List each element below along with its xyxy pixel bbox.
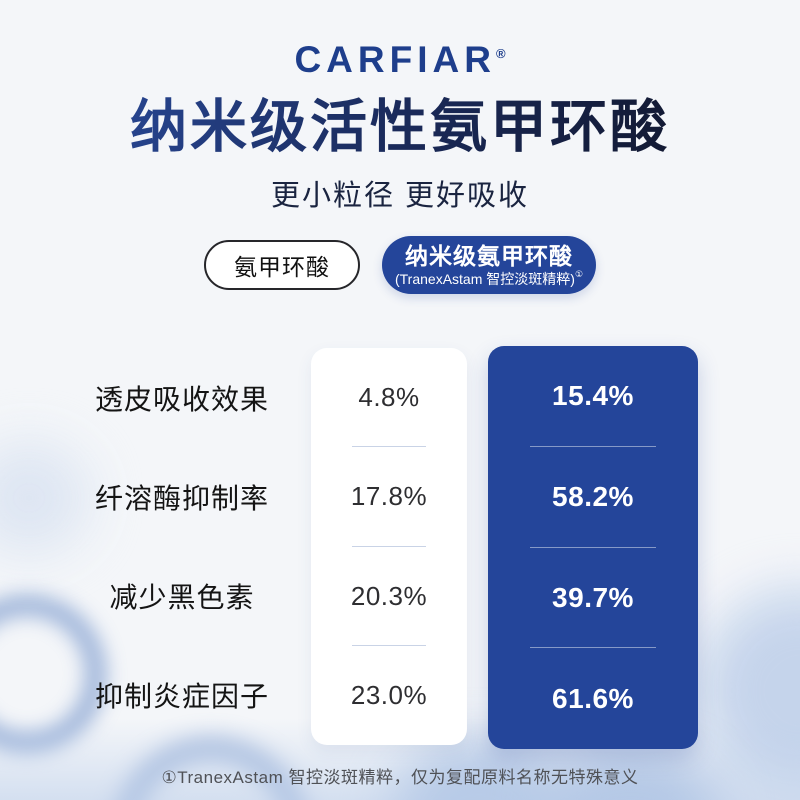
brand-logo-text: CARFIAR: [294, 39, 496, 80]
comparison-table: 透皮吸收效果 纤溶酶抑制率 减少黑色素 抑制炎症因子 4.8% 17.8% 20…: [0, 346, 800, 749]
right-value: 39.7%: [488, 548, 698, 649]
metric-label: 透皮吸收效果: [94, 383, 269, 415]
metric-label: 抑制炎症因子: [94, 681, 269, 713]
footnote: ①TranexAstam 智控淡斑精粹，仅为复配原料名称无特殊意义: [161, 768, 639, 787]
page-subtitle: 更小粒径 更好吸收: [270, 180, 530, 212]
left-value: 23.0%: [350, 679, 428, 710]
left-value: 17.8%: [311, 447, 467, 546]
right-column-subtitle: (TranexAstam 智控淡斑精粹)①: [395, 269, 583, 287]
comparison-column-headers: 氨甲环酸 纳米级氨甲环酸 (TranexAstam 智控淡斑精粹)①: [0, 236, 800, 294]
right-value: 15.4%: [488, 346, 698, 447]
right-column-title: 纳米级氨甲环酸: [405, 242, 573, 269]
metric-label: 减少黑色素: [109, 582, 255, 614]
left-values-card: 4.8% 17.8% 20.3% 23.0%: [311, 348, 467, 745]
left-value: 20.3%: [311, 547, 467, 646]
metric-label-column: 透皮吸收效果 纤溶酶抑制率 减少黑色素 抑制炎症因子: [62, 348, 302, 745]
registered-trademark-mark: ®: [495, 46, 506, 61]
page-title: 纳米级活性氨甲环酸: [0, 92, 800, 162]
right-column-pill: 纳米级氨甲环酸 (TranexAstam 智控淡斑精粹)①: [382, 236, 596, 294]
right-values-card: 15.4% 58.2% 39.7% 61.6%: [488, 346, 698, 749]
right-column-subtitle-text: (TranexAstam 智控淡斑精粹): [394, 271, 575, 288]
left-value: 4.8%: [311, 348, 467, 447]
left-column-label: 氨甲环酸: [234, 254, 330, 280]
footnote-marker-icon: ①: [574, 269, 584, 280]
metric-label: 纤溶酶抑制率: [94, 482, 269, 514]
right-value: 58.2%: [488, 447, 698, 548]
left-column-pill: 氨甲环酸: [204, 240, 360, 290]
right-value: 61.6%: [552, 682, 634, 714]
brand-logo: CARFIAR®: [0, 34, 800, 80]
